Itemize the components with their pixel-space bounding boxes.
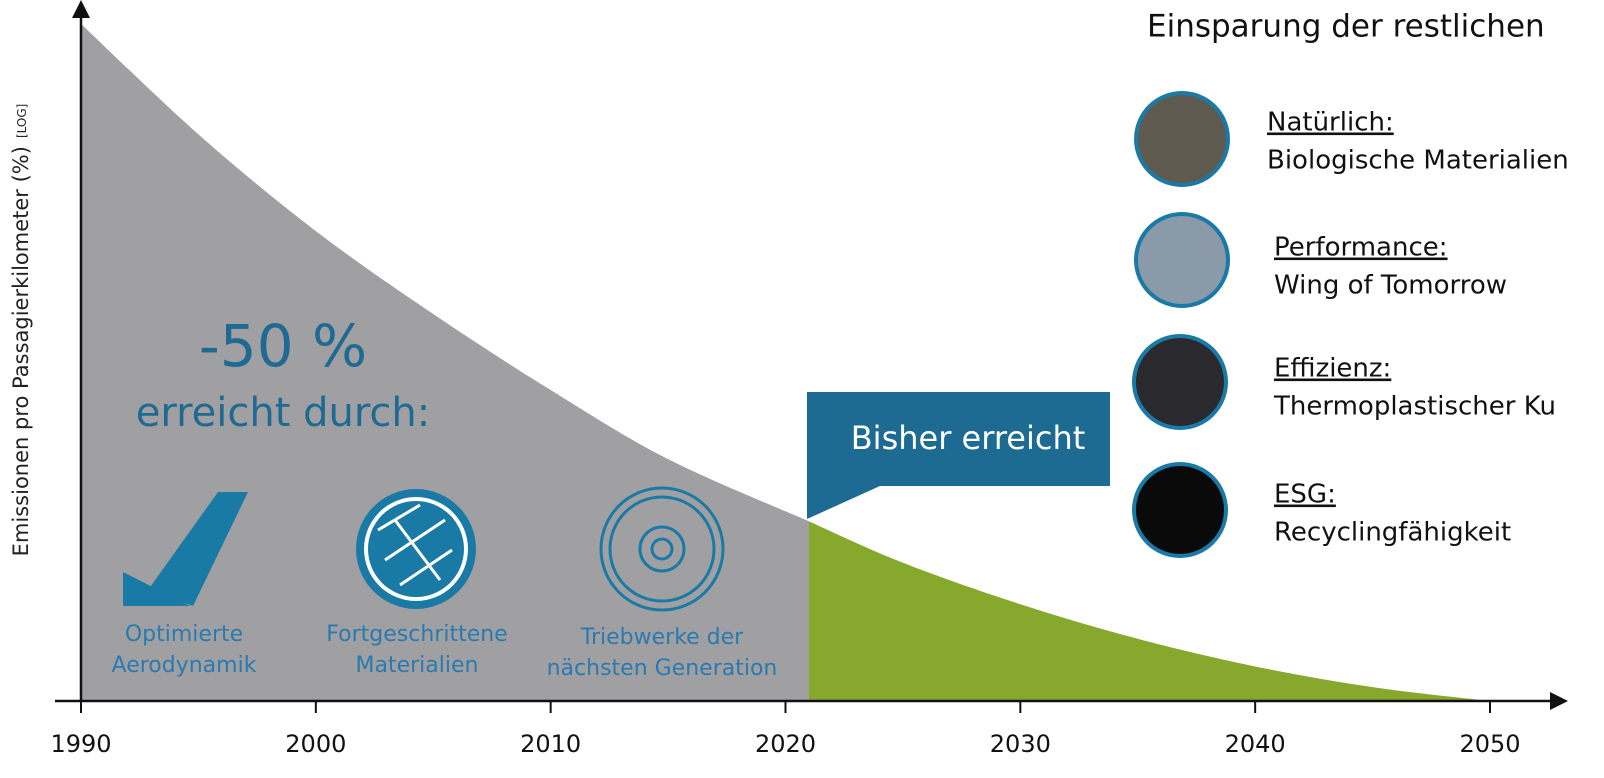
lever-label: Triebwerke der: [580, 625, 744, 650]
area: [81, 23, 809, 701]
icon-engine: [599, 486, 725, 612]
callout: [807, 392, 1110, 519]
lever-label: nächsten Generation: [547, 656, 778, 681]
panel-heading: Effizienz:: [1274, 354, 1391, 384]
x-axis-arrow: [1550, 692, 1568, 710]
y-label-note: [LOG]: [15, 104, 29, 138]
lever-label: Materialien: [356, 653, 479, 678]
y-axis-label: Emissionen pro Passagierkilometer (%) [LO…: [9, 104, 33, 557]
y-label-main: Emissionen pro Passagierkilometer (%): [9, 146, 33, 556]
lever-labels: Optimierte Aerodynamik Fortgeschrittene …: [112, 622, 778, 681]
area: [808, 521, 1490, 701]
panel-heading: Natürlich:: [1267, 108, 1394, 138]
panel-text: Thermoplastischer Ku: [1273, 392, 1556, 422]
lever-label: Fortgeschrittene: [326, 622, 507, 647]
icon-materials: [356, 489, 476, 609]
plot-area: [81, 23, 1490, 701]
panel-heading: ESG:: [1274, 480, 1336, 510]
panel-title: Einsparung der restlichen: [1147, 9, 1545, 45]
panel-text: Wing of Tomorrow: [1274, 271, 1507, 301]
panel-images: [1132, 91, 1230, 558]
x-tick-label: 2040: [1225, 730, 1286, 758]
reduction: -50 %: [199, 312, 367, 380]
x-tick-label: 2010: [520, 730, 581, 758]
panel-heading: Performance:: [1274, 233, 1448, 263]
lever-label: Optimierte: [125, 622, 243, 647]
x-tick-label: 2030: [990, 730, 1051, 758]
panel-items: Natürlich: Biologische Materialien Perform…: [1267, 108, 1569, 548]
icon-aero: [123, 492, 248, 606]
lever-label: Aerodynamik: [112, 653, 257, 678]
reduction-text: erreicht durch:: [136, 390, 431, 436]
x-tick-label: 2020: [755, 730, 816, 758]
y-axis-arrow: [72, 0, 90, 18]
x-tick-label: 2000: [285, 730, 346, 758]
panel-text: Recyclingfähigkeit: [1274, 518, 1511, 548]
callout-label: Bisher erreicht: [851, 419, 1086, 457]
x-tick-label: 2050: [1459, 730, 1520, 758]
panel-text: Biologische Materialien: [1267, 146, 1569, 176]
x-tick-label: 1990: [50, 730, 111, 758]
